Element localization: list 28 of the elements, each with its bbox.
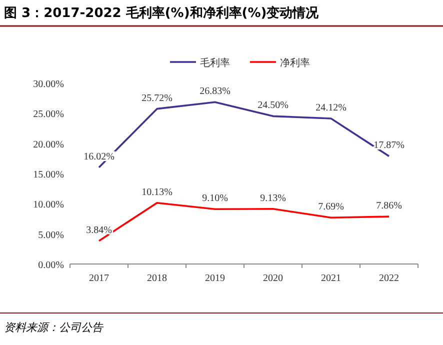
data-label: 10.13% — [142, 186, 172, 198]
y-tick-label: 0.00% — [38, 260, 64, 271]
data-label: 24.50% — [258, 100, 288, 112]
y-tick-label: 5.00% — [38, 230, 64, 241]
data-label: 7.69% — [318, 202, 344, 213]
legend-label: 净利率 — [280, 57, 310, 69]
data-label: 25.72% — [142, 92, 172, 104]
y-tick-label: 10.00% — [33, 200, 64, 211]
x-tick-label: 2021 — [321, 273, 341, 284]
data-label: 7.86% — [376, 200, 402, 212]
x-tick-label: 2019 — [205, 273, 225, 284]
data-label: 9.13% — [260, 192, 286, 204]
data-label: 3.84% — [86, 224, 112, 236]
x-tick-label: 2018 — [147, 273, 167, 284]
data-label: 9.10% — [202, 193, 228, 204]
y-tick-label: 30.00% — [33, 79, 64, 90]
y-tick-label: 15.00% — [33, 170, 64, 180]
chart-title: 图 3：2017-2022 毛利率(%)和净利率(%)变动情况 — [4, 5, 320, 21]
x-tick-label: 2017 — [89, 273, 109, 284]
text: 资料来源：公司公告 — [4, 321, 104, 334]
data-label: 26.83% — [200, 86, 230, 98]
x-tick-label: 2022 — [379, 273, 399, 284]
data-label: 24.12% — [316, 102, 346, 114]
data-label: 17.87% — [374, 140, 404, 152]
y-tick-label: 20.00% — [33, 139, 64, 150]
y-tick-label: 25.00% — [33, 109, 64, 120]
x-tick-label: 2020 — [263, 273, 283, 284]
legend-label: 毛利率 — [200, 57, 230, 69]
